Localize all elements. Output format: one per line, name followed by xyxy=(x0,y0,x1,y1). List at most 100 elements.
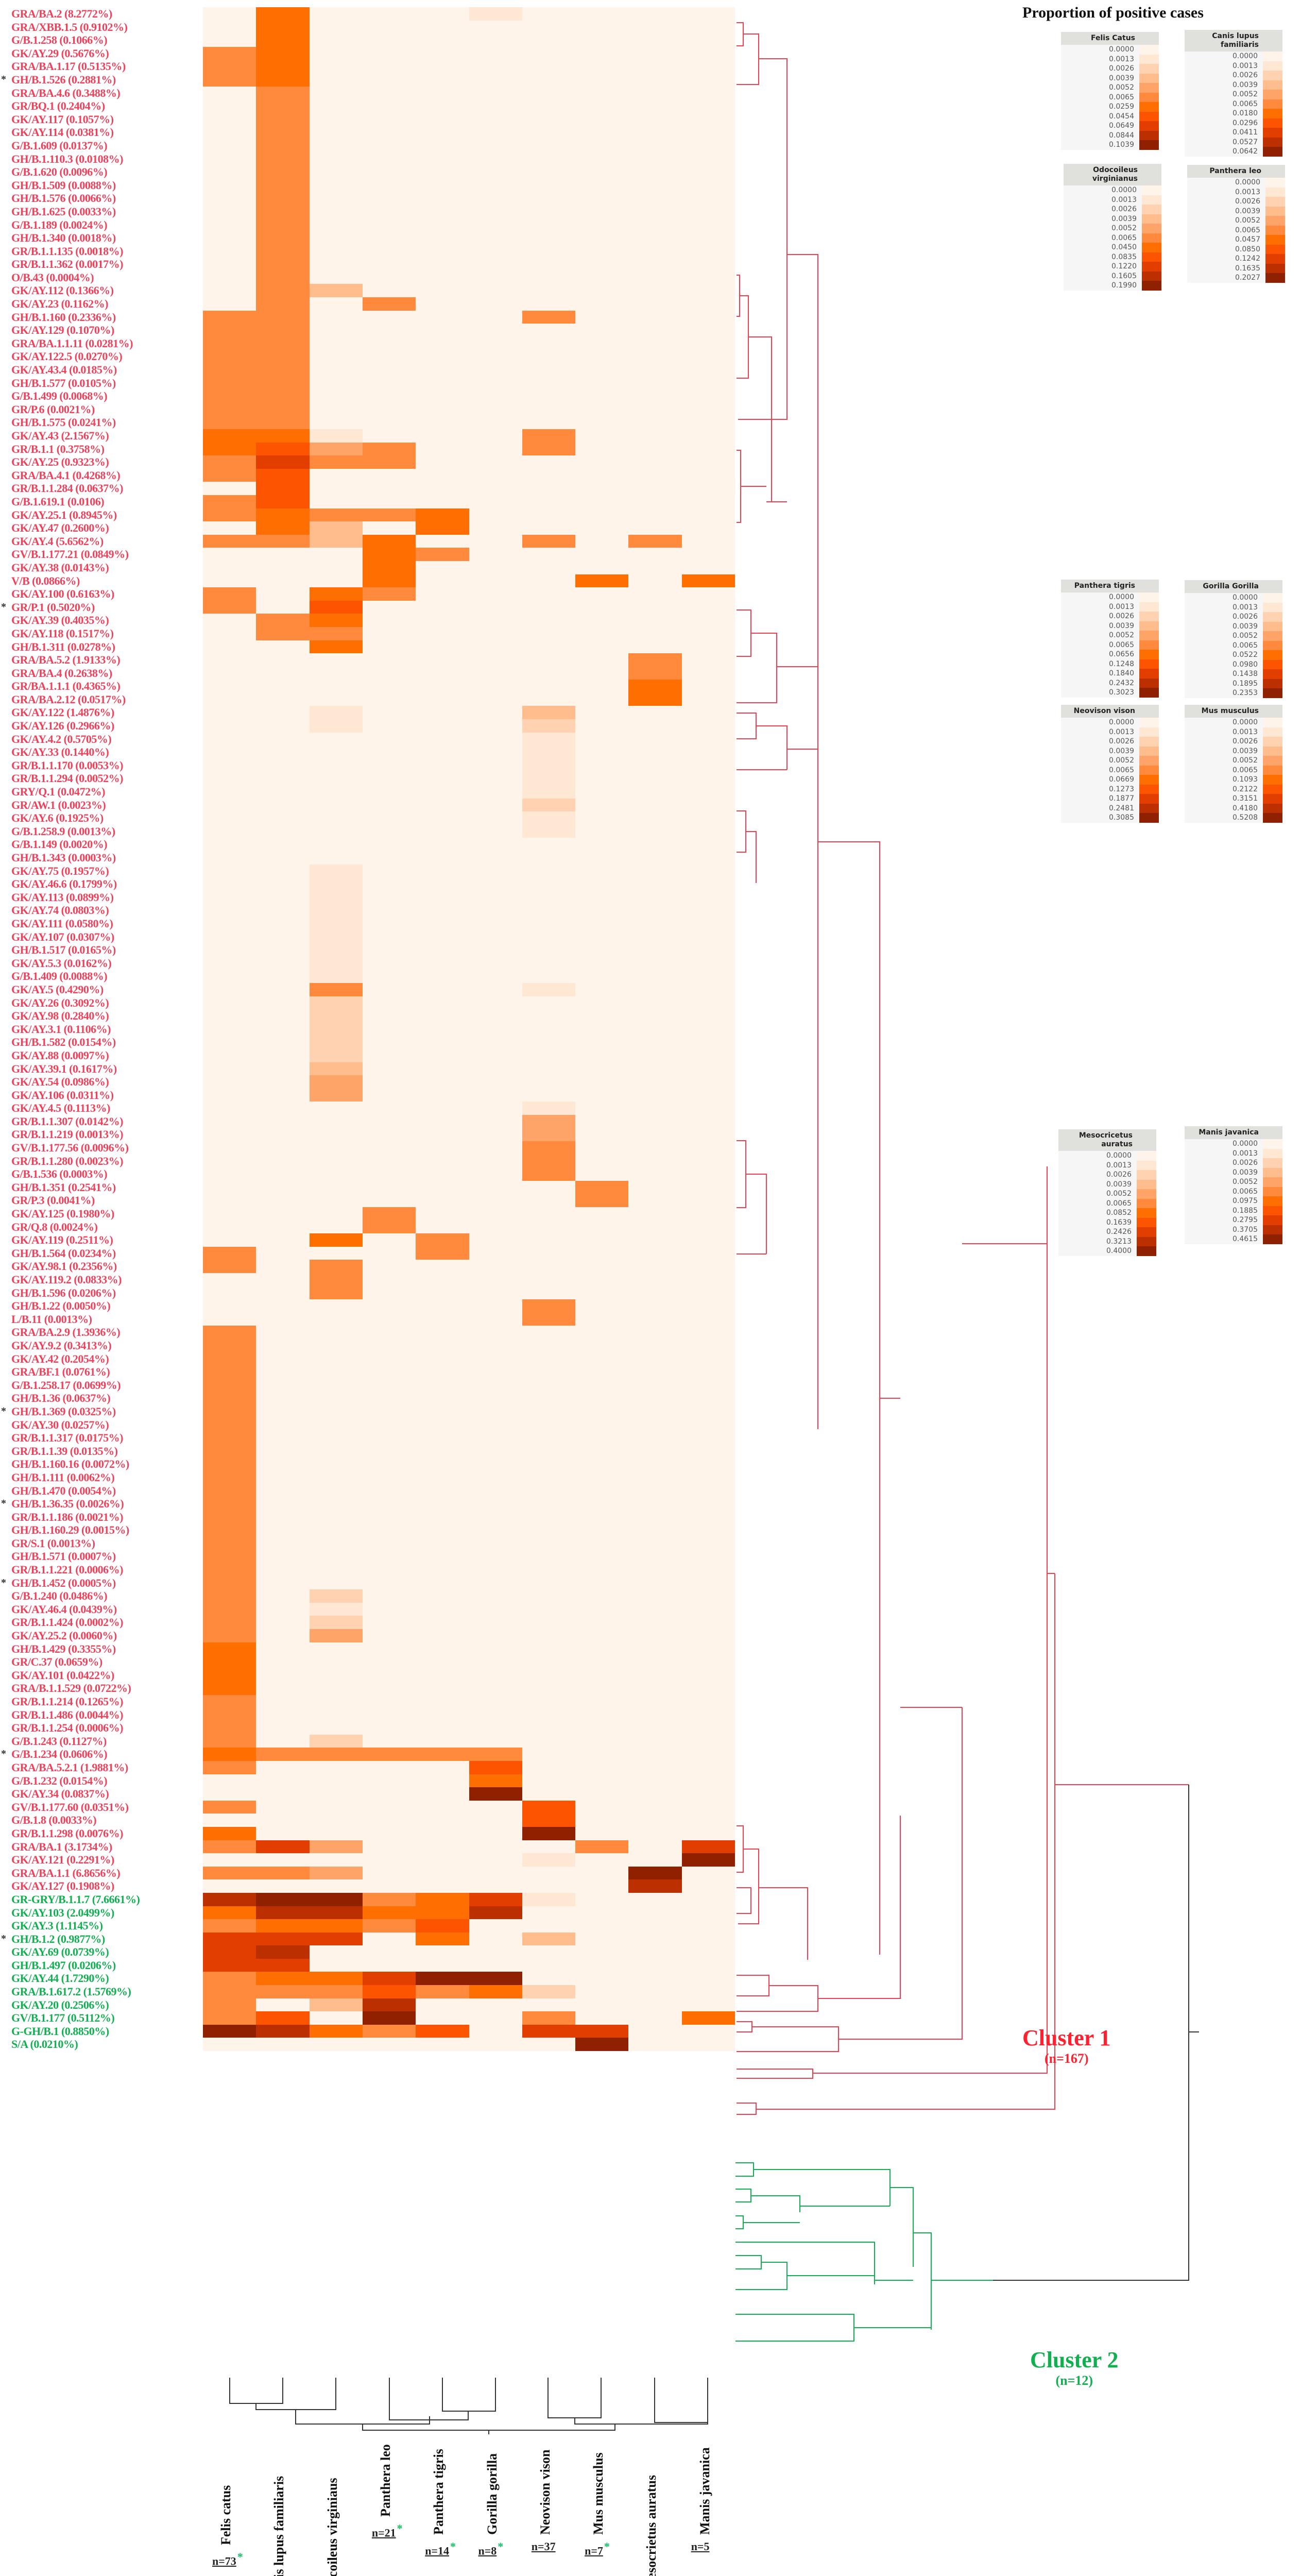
heatmap-cell xyxy=(256,336,310,350)
heatmap-cell xyxy=(522,2011,576,2025)
heatmap-cell xyxy=(256,1141,310,1155)
row-label-text: GK/AY.112 (0.1366%) xyxy=(11,284,114,297)
heatmap-cell xyxy=(256,416,310,429)
heatmap-cell xyxy=(416,244,469,258)
heatmap-cell xyxy=(203,402,256,416)
heatmap-cell xyxy=(362,1352,416,1366)
heatmap-cell xyxy=(203,1655,256,1669)
heatmap-cell xyxy=(362,1721,416,1735)
heatmap-cell xyxy=(362,1563,416,1577)
heatmap-cell xyxy=(416,1840,469,1854)
heatmap-cell xyxy=(256,1207,310,1221)
heatmap-cell xyxy=(309,442,363,456)
heatmap-cell xyxy=(203,1695,256,1708)
row-label-text: GK/AY.127 (0.1908%) xyxy=(11,1879,114,1893)
heatmap-cell xyxy=(575,1760,629,1774)
heatmap-cell xyxy=(203,350,256,364)
row-label-text: GK/AY.34 (0.0837%) xyxy=(11,1787,109,1801)
significance-star-icon: * xyxy=(498,2540,504,2553)
heatmap-cell xyxy=(256,244,310,258)
legend-entry: 0.0039 xyxy=(1185,80,1282,90)
heatmap-cell xyxy=(628,1826,682,1840)
heatmap-cell xyxy=(203,270,256,284)
legend-value: 0.0013 xyxy=(1109,602,1134,611)
heatmap-cell xyxy=(362,1523,416,1537)
heatmap-cell xyxy=(309,1273,363,1286)
legend-swatch xyxy=(1263,659,1282,669)
heatmap-cell xyxy=(628,1180,682,1194)
heatmap-cell xyxy=(362,680,416,693)
row-label: GR/P.6 (0.0021%) xyxy=(0,403,201,416)
heatmap-cell xyxy=(628,1194,682,1208)
heatmap-cell xyxy=(522,1734,576,1748)
heatmap-cell xyxy=(203,692,256,706)
heatmap-cell xyxy=(469,1114,522,1128)
heatmap-cell xyxy=(469,1378,522,1392)
heatmap-cell xyxy=(469,1695,522,1708)
heatmap-cell xyxy=(416,1563,469,1577)
heatmap-cell xyxy=(256,626,310,640)
row-label-text: GR/B.1.1.317 (0.0175%) xyxy=(11,1431,123,1445)
row-label-text: GR/B.1.1.170 (0.0053%) xyxy=(11,758,123,772)
heatmap-cell xyxy=(256,1523,310,1537)
heatmap-cell xyxy=(681,1286,735,1300)
heatmap-cell xyxy=(416,1207,469,1221)
heatmap-cell xyxy=(522,1642,576,1656)
heatmap-cell xyxy=(203,1760,256,1774)
heatmap-cell xyxy=(203,244,256,258)
legend-swatch xyxy=(1139,803,1159,813)
row-label-text: GK/AY.98 (0.2840%) xyxy=(11,1009,109,1023)
heatmap-cell xyxy=(416,1418,469,1432)
heatmap-cell xyxy=(203,1550,256,1564)
heatmap-cell xyxy=(522,1826,576,1840)
heatmap-cell xyxy=(416,706,469,720)
heatmap-cell xyxy=(256,1392,310,1405)
legend-swatch xyxy=(1139,727,1159,737)
heatmap-cell xyxy=(522,1075,576,1089)
heatmap-cell xyxy=(522,1616,576,1630)
heatmap-cell xyxy=(681,1734,735,1748)
heatmap-cell xyxy=(362,1682,416,1695)
heatmap-cell xyxy=(416,1154,469,1168)
legend-heading: Felis Catus xyxy=(1061,32,1159,45)
heatmap-cell xyxy=(522,772,576,786)
legend-entry: 0.0013 xyxy=(1185,602,1282,612)
heatmap-cell xyxy=(309,297,363,311)
row-label-text: GH/B.1.110.3 (0.0108%) xyxy=(11,152,123,165)
heatmap-cell xyxy=(628,33,682,47)
heatmap-cell xyxy=(203,982,256,996)
row-label: GH/B.1.110.3 (0.0108%) xyxy=(0,152,201,166)
heatmap-cell xyxy=(522,943,576,957)
heatmap-cell xyxy=(469,482,522,495)
heatmap-cell xyxy=(256,139,310,152)
column-sample-size: n=8* xyxy=(478,2540,504,2557)
heatmap-cell xyxy=(628,1114,682,1128)
heatmap-cell xyxy=(256,2038,310,2052)
legend-swatch xyxy=(1263,602,1282,612)
heatmap-cell xyxy=(416,1787,469,1801)
color-legend: Mesocricetus auratus 0.0000 0.0013 0.0026 0.… xyxy=(1058,1129,1156,1256)
heatmap-cell xyxy=(362,350,416,364)
legend-value: 0.0000 xyxy=(1109,718,1134,727)
legend-entry: 0.0052 xyxy=(1185,756,1282,766)
heatmap-cell xyxy=(469,838,522,851)
heatmap-cell xyxy=(416,1668,469,1682)
legend-swatch xyxy=(1265,254,1285,264)
row-label-text: GK/AY.33 (0.1440%) xyxy=(11,745,109,759)
heatmap-cell xyxy=(362,1484,416,1498)
heatmap-cell xyxy=(362,1128,416,1142)
heatmap-cell xyxy=(362,99,416,113)
legend-swatch xyxy=(1139,813,1159,823)
heatmap-cell xyxy=(628,1748,682,1761)
row-label-text: GH/B.1.576 (0.0066%) xyxy=(11,192,116,205)
legend-swatch xyxy=(1263,746,1282,756)
heatmap-cell xyxy=(362,614,416,627)
heatmap-cell xyxy=(681,1497,735,1511)
heatmap-cell xyxy=(522,442,576,456)
legend-value: 0.2795 xyxy=(1232,1216,1258,1225)
heatmap-cell xyxy=(628,258,682,271)
heatmap-cell xyxy=(309,1919,363,1933)
heatmap-cell xyxy=(362,574,416,588)
heatmap-cell xyxy=(681,1708,735,1722)
heatmap-cell xyxy=(309,1154,363,1168)
